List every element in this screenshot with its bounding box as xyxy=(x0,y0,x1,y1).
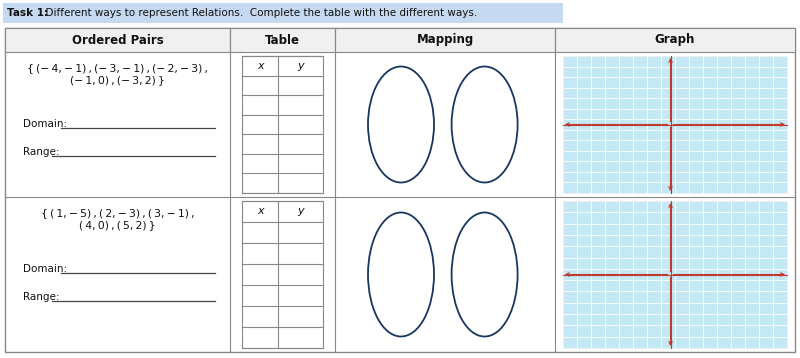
Text: Domain:: Domain: xyxy=(23,264,74,274)
Text: y: y xyxy=(298,207,304,217)
Text: (− 1, 0) , (− 3, 2) }: (− 1, 0) , (− 3, 2) } xyxy=(70,75,165,85)
Ellipse shape xyxy=(368,213,434,337)
Text: Graph: Graph xyxy=(655,34,695,47)
Ellipse shape xyxy=(451,213,518,337)
Text: y: y xyxy=(298,61,304,71)
FancyBboxPatch shape xyxy=(5,28,795,352)
Ellipse shape xyxy=(368,67,434,183)
Text: x: x xyxy=(257,207,263,217)
Text: { (− 4, − 1) , (− 3, − 1) , (− 2, − 3) ,: { (− 4, − 1) , (− 3, − 1) , (− 2, − 3) , xyxy=(27,63,208,73)
FancyBboxPatch shape xyxy=(242,201,323,348)
FancyBboxPatch shape xyxy=(563,56,787,193)
Text: Domain:: Domain: xyxy=(23,119,74,129)
Text: ( 4, 0) , ( 5, 2) }: ( 4, 0) , ( 5, 2) } xyxy=(79,220,156,230)
FancyBboxPatch shape xyxy=(555,28,795,52)
Text: Table: Table xyxy=(265,34,300,47)
FancyBboxPatch shape xyxy=(335,28,555,52)
Text: Range:: Range: xyxy=(23,147,59,157)
FancyBboxPatch shape xyxy=(242,56,323,193)
Text: x: x xyxy=(257,61,263,71)
Ellipse shape xyxy=(451,67,518,183)
FancyBboxPatch shape xyxy=(230,28,335,52)
Text: Range:: Range: xyxy=(23,292,59,302)
FancyBboxPatch shape xyxy=(563,201,787,348)
FancyBboxPatch shape xyxy=(5,28,230,52)
Text: Mapping: Mapping xyxy=(416,34,474,47)
Text: Task 1:: Task 1: xyxy=(7,8,48,18)
Text: Different ways to represent Relations.  Complete the table with the different wa: Different ways to represent Relations. C… xyxy=(39,8,478,18)
FancyBboxPatch shape xyxy=(3,3,563,23)
Text: { ( 1, − 5) , ( 2, − 3) , ( 3, − 1) ,: { ( 1, − 5) , ( 2, − 3) , ( 3, − 1) , xyxy=(41,208,194,218)
Text: Ordered Pairs: Ordered Pairs xyxy=(72,34,163,47)
